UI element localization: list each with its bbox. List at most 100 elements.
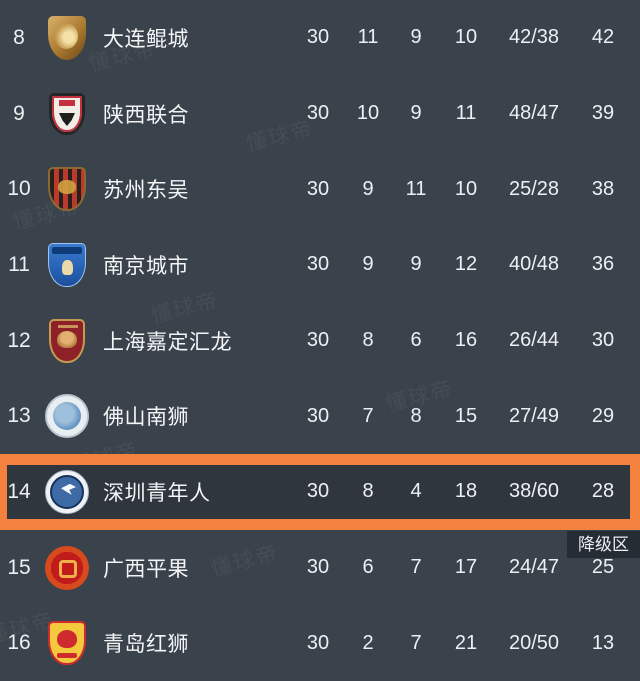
team-name: 广西平果 — [103, 557, 189, 581]
stat-wins: 9 — [362, 177, 374, 200]
team-name: 陕西联合 — [103, 103, 189, 127]
stat-losses: 10 — [454, 26, 478, 49]
stat-goals-for-against: 20/50 — [508, 631, 560, 654]
stat-points: 13 — [591, 631, 615, 654]
stat-played: 30 — [306, 404, 330, 427]
stat-losses: 21 — [454, 631, 478, 654]
badge-cell — [38, 15, 96, 60]
stat-wins: 9 — [362, 253, 374, 276]
team-crest-icon — [48, 242, 86, 287]
rank-number: 12 — [7, 328, 31, 352]
team-name: 上海嘉定汇龙 — [103, 330, 232, 354]
badge-cell — [38, 545, 96, 590]
stat-played: 30 — [306, 253, 330, 276]
stat-goals-for-against: 42/38 — [508, 26, 560, 49]
badge-cell — [38, 92, 96, 135]
stat-played: 30 — [306, 177, 330, 200]
badge-cell — [38, 242, 96, 287]
stat-goals-for-against: 40/48 — [508, 253, 560, 276]
rank-number: 15 — [7, 555, 31, 579]
table-row[interactable]: 12 上海嘉定汇龙 30 8 6 16 26/44 30 — [0, 303, 640, 379]
stat-points: 36 — [591, 253, 615, 276]
team-crest-icon — [45, 394, 89, 439]
stat-played: 30 — [306, 102, 330, 124]
team-name: 深圳青年人 — [103, 481, 211, 505]
badge-cell — [38, 469, 96, 514]
stat-goals-for-against: 27/49 — [508, 404, 560, 427]
rank-number: 8 — [13, 25, 25, 49]
stat-wins: 10 — [356, 102, 380, 124]
team-crest-icon — [49, 93, 85, 135]
stat-losses: 18 — [454, 480, 478, 503]
team-name: 佛山南狮 — [103, 406, 189, 430]
stat-wins: 11 — [357, 26, 379, 49]
stat-draws: 8 — [410, 404, 422, 427]
stat-wins: 2 — [362, 631, 374, 654]
stat-draws: 11 — [405, 177, 427, 200]
team-name: 苏州东吴 — [103, 179, 189, 203]
team-crest-icon — [48, 621, 86, 666]
badge-cell — [38, 394, 96, 439]
rank-number: 10 — [7, 177, 31, 201]
stat-played: 30 — [306, 26, 330, 49]
table-row[interactable]: 15 广西平果 30 6 7 17 24/47 25 — [0, 530, 640, 606]
badge-cell — [38, 167, 96, 212]
stat-draws: 9 — [410, 26, 422, 49]
table-row[interactable]: 13 佛山南狮 30 7 8 15 27/49 29 — [0, 378, 640, 454]
rank-number: 16 — [7, 631, 31, 655]
stat-points: 39 — [591, 102, 615, 124]
team-crest-icon — [45, 545, 89, 590]
team-crest-icon — [45, 469, 89, 514]
rank-number: 13 — [7, 404, 31, 428]
table-row[interactable]: 9 陕西联合 30 10 9 11 48/47 39 — [0, 76, 640, 152]
table-row[interactable]: 11 南京城市 30 9 9 12 40/48 36 — [0, 227, 640, 303]
stat-goals-for-against: 24/47 — [508, 556, 560, 579]
stat-wins: 7 — [362, 404, 374, 427]
stat-losses: 11 — [455, 102, 477, 124]
team-crest-icon — [49, 318, 85, 363]
stat-points: 38 — [591, 177, 615, 200]
stat-played: 30 — [306, 480, 330, 503]
stat-points: 30 — [591, 329, 615, 352]
stat-losses: 17 — [454, 556, 478, 579]
stat-losses: 12 — [454, 253, 478, 276]
rank-number: 11 — [8, 252, 30, 276]
stat-wins: 6 — [362, 556, 374, 579]
team-name: 南京城市 — [103, 254, 189, 278]
stat-goals-for-against: 25/28 — [508, 177, 560, 200]
stat-points: 29 — [591, 404, 615, 427]
stat-goals-for-against: 38/60 — [508, 480, 560, 503]
stat-played: 30 — [306, 556, 330, 579]
stat-wins: 8 — [362, 329, 374, 352]
table-row[interactable]: 8 大连鲲城 30 11 9 10 42/38 42 — [0, 0, 640, 76]
rank-number: 9 — [13, 101, 25, 125]
stat-points: 25 — [591, 556, 615, 579]
stat-played: 30 — [306, 329, 330, 352]
stat-draws: 6 — [410, 329, 422, 352]
team-crest-icon — [48, 167, 86, 212]
stat-losses: 10 — [454, 177, 478, 200]
table-row[interactable]: 14 深圳青年人 30 8 4 18 38/60 28 — [0, 454, 640, 530]
table-row[interactable]: 10 苏州东吴 30 9 11 10 25/28 38 — [0, 151, 640, 227]
stat-wins: 8 — [362, 480, 374, 503]
stat-draws: 4 — [410, 480, 422, 503]
stat-goals-for-against: 48/47 — [508, 102, 560, 124]
stat-points: 28 — [591, 480, 615, 503]
rank-number: 14 — [7, 479, 31, 503]
team-name: 青岛红狮 — [103, 633, 189, 657]
team-name: 大连鲲城 — [103, 27, 189, 51]
stat-draws: 7 — [410, 556, 422, 579]
team-crest-icon — [48, 15, 86, 60]
stat-points: 42 — [591, 26, 615, 49]
stat-played: 30 — [306, 631, 330, 654]
stat-draws: 9 — [410, 102, 422, 124]
stat-draws: 7 — [410, 631, 422, 654]
badge-cell — [38, 621, 96, 666]
stat-draws: 9 — [410, 253, 422, 276]
stat-losses: 16 — [454, 329, 478, 352]
stat-goals-for-against: 26/44 — [508, 329, 560, 352]
table-row[interactable]: 16 青岛红狮 30 2 7 21 20/50 13 — [0, 605, 640, 681]
relegation-zone-badge: 降级区 — [567, 531, 640, 558]
